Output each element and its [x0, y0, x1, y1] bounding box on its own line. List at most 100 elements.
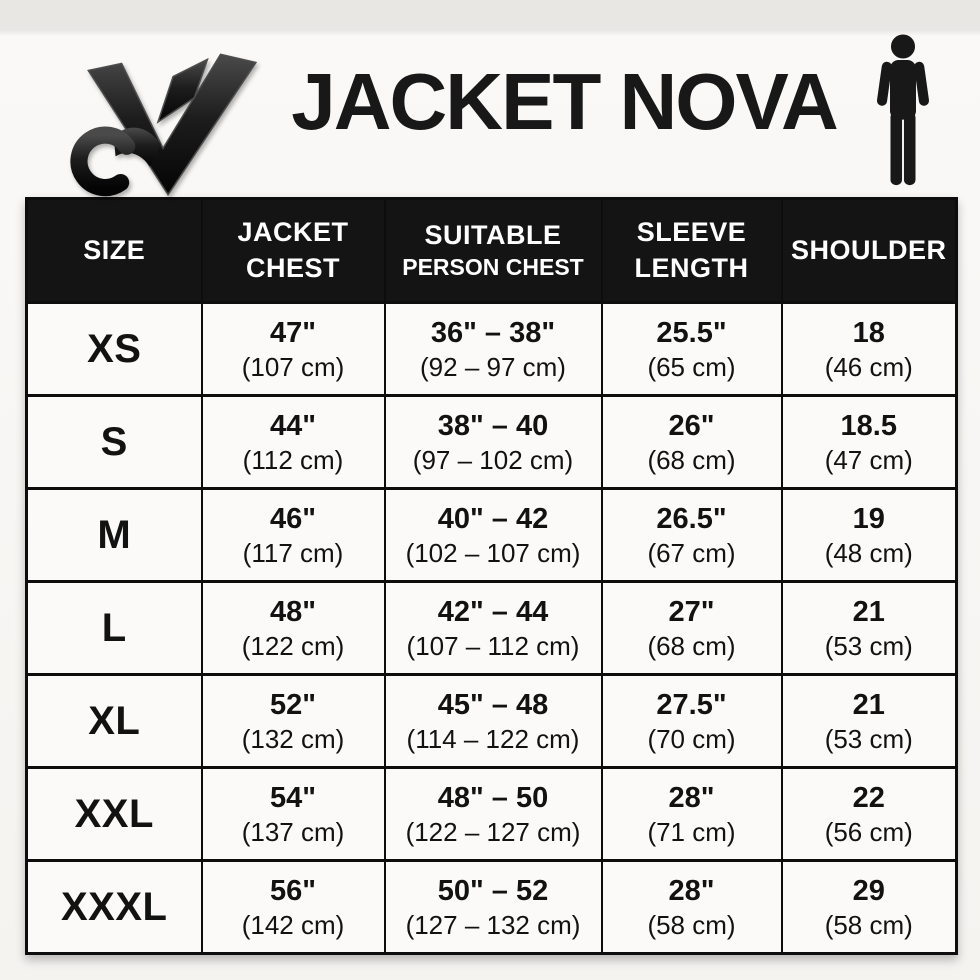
size-chart-table: SIZE JACKET CHEST SUITABLE PERSON CHEST SL… — [25, 197, 958, 955]
sleeve-length-cm: (70 cm) — [647, 723, 736, 754]
shoulder-inches: 19 — [852, 502, 885, 535]
shoulder-inches: 21 — [852, 688, 885, 721]
jacket-chest-cm: (117 cm) — [242, 537, 344, 568]
sleeve-length-cell: 26.5" (67 cm) — [600, 487, 783, 583]
sleeve-length-cm: (71 cm) — [647, 816, 736, 847]
size-value: XXL — [25, 766, 203, 862]
person-chest-cm: (107 – 112 cm) — [406, 630, 580, 661]
page-title: JACKET NOVA — [291, 57, 838, 146]
jacket-chest-cell: 52" (132 cm) — [200, 673, 386, 769]
shoulder-cell: 18 (46 cm) — [780, 301, 958, 397]
jacket-chest-inches: 44" — [269, 409, 316, 442]
person-chest-inches: 45" – 48 — [437, 688, 549, 721]
col-header-sleeve-length: SLEEVE LENGTH — [600, 197, 783, 304]
brand-header: JACKET NOVA — [0, 0, 980, 197]
sleeve-length-inches: 28" — [668, 781, 715, 814]
jacket-chest-inches: 54" — [269, 781, 316, 814]
shoulder-inches: 18.5 — [840, 409, 897, 442]
person-chest-cell: 38" – 40 (97 – 102 cm) — [383, 394, 603, 490]
size-value: M — [25, 487, 203, 583]
person-chest-inches: 40" – 42 — [437, 502, 549, 535]
sleeve-length-cm: (67 cm) — [647, 537, 736, 568]
jacket-chest-cell: 46" (117 cm) — [200, 487, 386, 583]
shoulder-cell: 18.5 (47 cm) — [780, 394, 958, 490]
jacket-chest-cell: 47" (107 cm) — [200, 301, 386, 397]
size-row: XXXL 56" (142 cm) 50" – 52 (127 – 132 cm… — [25, 859, 958, 955]
person-chest-cell: 48" – 50 (122 – 127 cm) — [383, 766, 603, 862]
col-header-label: SHOULDER — [790, 234, 947, 265]
jacket-chest-cm: (112 cm) — [242, 444, 344, 475]
shoulder-cell: 21 (53 cm) — [780, 673, 958, 769]
jacket-chest-cell: 44" (112 cm) — [200, 394, 386, 490]
jacket-chest-cm: (142 cm) — [241, 909, 345, 940]
shoulder-cm: (58 cm) — [824, 909, 913, 940]
size-row: XXL 54" (137 cm) 48" – 50 (122 – 127 cm)… — [25, 766, 958, 862]
sleeve-length-cell: 28" (58 cm) — [600, 859, 783, 955]
size-row: XS 47" (107 cm) 36" – 38" (92 – 97 cm) 2… — [25, 301, 958, 397]
size-row: L 48" (122 cm) 42" – 44 (107 – 112 cm) 2… — [25, 580, 958, 676]
person-chest-inches: 50" – 52 — [437, 874, 549, 907]
shoulder-cm: (46 cm) — [824, 351, 913, 382]
sleeve-length-cm: (68 cm) — [647, 444, 736, 475]
shoulder-cm: (53 cm) — [824, 630, 913, 661]
col-header-jacket-chest: JACKET CHEST — [200, 197, 386, 304]
col-header-label: JACKET — [237, 217, 349, 248]
person-chest-cm: (92 – 97 cm) — [420, 351, 566, 382]
shoulder-cell: 21 (53 cm) — [780, 580, 958, 676]
col-header-label: SLEEVE — [636, 217, 747, 248]
person-chest-cm: (122 – 127 cm) — [405, 816, 581, 847]
header-row: SIZE JACKET CHEST SUITABLE PERSON CHEST SL… — [25, 197, 958, 304]
shoulder-cm: (56 cm) — [824, 816, 913, 847]
person-chest-cm: (114 – 122 cm) — [406, 723, 580, 754]
sleeve-length-cell: 27" (68 cm) — [600, 580, 783, 676]
standing-man-icon — [866, 33, 940, 187]
sleeve-length-cell: 26" (68 cm) — [600, 394, 783, 490]
person-chest-cell: 42" – 44 (107 – 112 cm) — [383, 580, 603, 676]
jacket-chest-inches: 47" — [269, 316, 316, 349]
jacket-chest-cell: 54" (137 cm) — [200, 766, 386, 862]
person-chest-cm: (102 – 107 cm) — [405, 537, 581, 568]
size-value: L — [25, 580, 203, 676]
sleeve-length-inches: 27.5" — [656, 688, 727, 721]
person-chest-cell: 40" – 42 (102 – 107 cm) — [383, 487, 603, 583]
sleeve-length-inches: 25.5" — [656, 316, 727, 349]
jacket-chest-cell: 48" (122 cm) — [200, 580, 386, 676]
size-value: XXXL — [25, 859, 203, 955]
sleeve-length-inches: 26.5" — [656, 502, 727, 535]
shoulder-inches: 21 — [852, 595, 885, 628]
size-chart: SIZE JACKET CHEST SUITABLE PERSON CHEST SL… — [25, 197, 980, 955]
shoulder-cell: 29 (58 cm) — [780, 859, 958, 955]
sleeve-length-inches: 28" — [668, 874, 715, 907]
person-chest-inches: 38" – 40 — [437, 409, 549, 442]
sleeve-length-cell: 25.5" (65 cm) — [600, 301, 783, 397]
size-row: S 44" (112 cm) 38" – 40 (97 – 102 cm) 26… — [25, 394, 958, 490]
col-header-person-chest: SUITABLE PERSON CHEST — [383, 197, 603, 304]
col-header-label: SIZE — [83, 234, 146, 265]
shoulder-cm: (53 cm) — [824, 723, 913, 754]
shoulder-cm: (47 cm) — [824, 444, 913, 475]
jacket-chest-cm: (122 cm) — [241, 630, 345, 661]
sleeve-length-cell: 27.5" (70 cm) — [600, 673, 783, 769]
col-header-size: SIZE — [25, 197, 203, 304]
shoulder-cm: (48 cm) — [824, 537, 913, 568]
person-chest-inches: 36" – 38" — [430, 316, 556, 349]
size-value: XS — [25, 301, 203, 397]
sleeve-length-inches: 27" — [668, 595, 715, 628]
shoulder-inches: 29 — [852, 874, 885, 907]
sleeve-length-inches: 26" — [668, 409, 715, 442]
person-chest-cm: (127 – 132 cm) — [405, 909, 581, 940]
size-value: XL — [25, 673, 203, 769]
person-chest-cm: (97 – 102 cm) — [412, 444, 574, 475]
person-chest-cell: 50" – 52 (127 – 132 cm) — [383, 859, 603, 955]
sleeve-length-cm: (65 cm) — [647, 351, 736, 382]
size-value: S — [25, 394, 203, 490]
shoulder-inches: 22 — [852, 781, 885, 814]
size-row: M 46" (117 cm) 40" – 42 (102 – 107 cm) 2… — [25, 487, 958, 583]
jacket-chest-inches: 56" — [269, 874, 316, 907]
shoulder-inches: 18 — [852, 316, 885, 349]
jacket-chest-cell: 56" (142 cm) — [200, 859, 386, 955]
person-chest-cell: 36" – 38" (92 – 97 cm) — [383, 301, 603, 397]
col-header-label: SUITABLE — [424, 220, 562, 250]
jacket-chest-inches: 52" — [269, 688, 316, 721]
col-header-shoulder: SHOULDER — [780, 197, 958, 304]
